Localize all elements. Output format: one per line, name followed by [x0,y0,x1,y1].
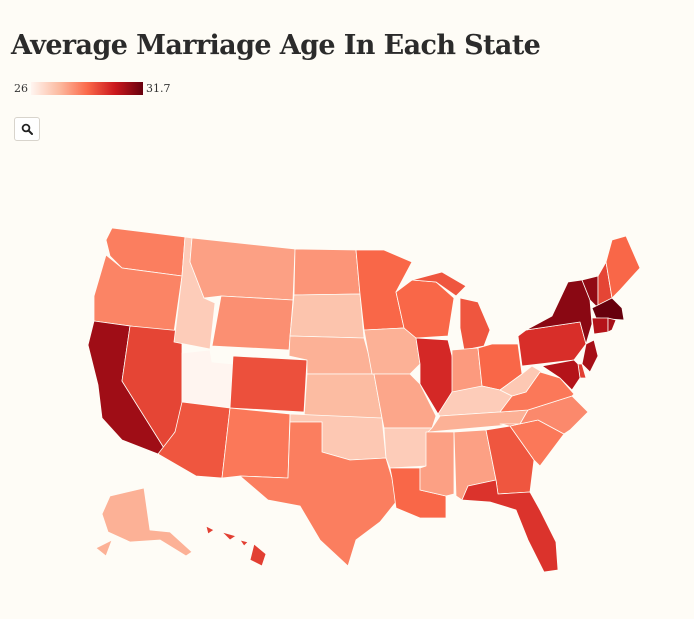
state-wy[interactable] [211,295,294,351]
state-ri[interactable] [607,317,617,333]
state-nm[interactable] [221,407,291,479]
page-title: Average Marriage Age In Each State [11,30,541,61]
state-sd[interactable] [289,293,365,339]
state-ia[interactable] [363,327,421,375]
state-nd[interactable] [293,248,361,296]
state-ar[interactable] [383,427,433,469]
state-ma[interactable] [591,297,625,321]
legend-min-label: 26 [14,81,28,95]
state-mo[interactable] [373,373,437,429]
state-me[interactable] [605,235,641,299]
state-tx[interactable] [239,421,397,567]
state-md[interactable] [541,359,581,391]
state-fl[interactable] [461,479,559,573]
state-ak[interactable] [95,487,193,557]
state-nj[interactable] [581,339,599,373]
legend-gradient-bar [31,81,143,95]
state-wv[interactable] [499,365,543,397]
legend-max-label: 31.7 [146,81,171,95]
state-ut[interactable] [181,349,234,409]
search-icon [21,123,33,135]
color-legend: 26 31.7 [14,80,171,96]
state-hi[interactable] [205,525,267,567]
zoom-button[interactable] [14,117,40,141]
state-co[interactable] [229,355,308,413]
state-nc[interactable] [499,395,589,435]
state-ct[interactable] [591,317,609,335]
state-mt[interactable] [189,237,296,301]
state-ks[interactable] [303,373,383,419]
